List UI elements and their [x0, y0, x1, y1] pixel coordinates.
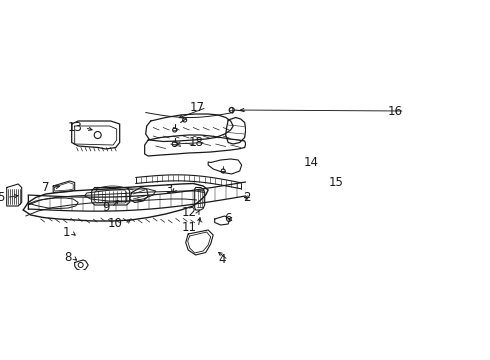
Text: 16: 16 [388, 104, 403, 117]
Text: 10: 10 [108, 217, 122, 230]
Text: 4: 4 [219, 253, 226, 266]
Text: 11: 11 [181, 221, 196, 234]
Text: 17: 17 [190, 101, 205, 114]
Text: 15: 15 [329, 176, 343, 189]
Text: 9: 9 [102, 201, 110, 214]
Text: 18: 18 [189, 136, 204, 149]
Text: 13: 13 [68, 121, 83, 134]
Text: 14: 14 [304, 156, 318, 169]
Text: 12: 12 [181, 206, 196, 219]
Text: 5: 5 [0, 191, 5, 204]
Text: 7: 7 [42, 181, 49, 194]
Text: 8: 8 [64, 251, 71, 264]
Text: 3: 3 [165, 184, 172, 197]
Text: 2: 2 [243, 191, 250, 204]
Text: 6: 6 [223, 212, 231, 225]
Text: 1: 1 [62, 226, 70, 239]
